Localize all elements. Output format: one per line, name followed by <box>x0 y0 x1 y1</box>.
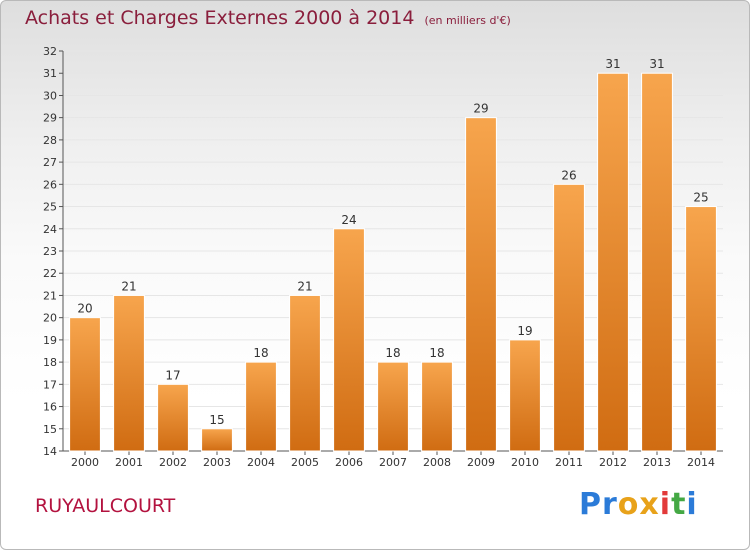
logo-part: i <box>686 487 698 522</box>
y-tick-label: 25 <box>43 201 57 214</box>
bar-2014 <box>685 206 717 452</box>
x-tick-label: 2011 <box>555 456 583 469</box>
y-tick-label: 22 <box>43 267 57 280</box>
value-label-2014: 25 <box>693 191 708 205</box>
y-tick-label: 23 <box>43 245 57 258</box>
x-tick-label: 2013 <box>643 456 671 469</box>
y-tick-label: 18 <box>43 356 57 369</box>
bar-2002 <box>157 383 189 452</box>
value-label-2002: 17 <box>165 368 180 382</box>
value-label-2013: 31 <box>649 57 664 71</box>
logo-part: o <box>617 487 640 522</box>
x-tick-label: 2001 <box>115 456 143 469</box>
logo-part: i <box>659 487 672 522</box>
bar-2000 <box>69 317 101 452</box>
bar-2005 <box>289 294 321 452</box>
x-tick-label: 2008 <box>423 456 451 469</box>
city-name: RUYAULCOURT <box>35 495 176 517</box>
x-tick-label: 2000 <box>71 456 99 469</box>
logo-part: x <box>639 487 660 522</box>
chart-title-text: Achats et Charges Externes 2000 à 2014 <box>25 7 415 29</box>
value-label-2012: 31 <box>605 57 620 71</box>
logo-part: t <box>671 487 687 522</box>
x-tick-label: 2004 <box>247 456 275 469</box>
x-tick-label: 2006 <box>335 456 363 469</box>
bar-2011 <box>553 183 585 452</box>
y-tick-label: 28 <box>43 134 57 147</box>
bar-2004 <box>245 361 277 452</box>
x-tick-label: 2010 <box>511 456 539 469</box>
x-tick-label: 2012 <box>599 456 627 469</box>
value-label-2010: 19 <box>517 324 532 338</box>
bars <box>69 72 717 452</box>
x-tick-label: 2009 <box>467 456 495 469</box>
y-tick-label: 15 <box>43 423 57 436</box>
proxiti-logo: Proxiti <box>579 487 698 522</box>
bar-2010 <box>509 339 541 452</box>
y-tick-label: 26 <box>43 178 57 191</box>
bar-2012 <box>597 72 629 452</box>
y-tick-label: 17 <box>43 378 57 391</box>
x-tick-label: 2005 <box>291 456 319 469</box>
y-tick-label: 32 <box>43 45 57 58</box>
y-tick-label: 29 <box>43 112 57 125</box>
value-label-2006: 24 <box>341 213 356 227</box>
bar-2013 <box>641 72 673 452</box>
value-label-2004: 18 <box>253 346 268 360</box>
y-tick-label: 14 <box>43 445 57 458</box>
value-label-2008: 18 <box>429 346 444 360</box>
value-label-2000: 20 <box>77 302 92 316</box>
x-tick-label: 2002 <box>159 456 187 469</box>
bar-2008 <box>421 361 453 452</box>
bar-2003 <box>201 428 233 452</box>
x-tick-label: 2007 <box>379 456 407 469</box>
x-tick-label: 2003 <box>203 456 231 469</box>
bar-2007 <box>377 361 409 452</box>
value-label-2009: 29 <box>473 102 488 116</box>
y-tick-label: 31 <box>43 67 57 80</box>
value-label-2001: 21 <box>121 279 136 293</box>
value-label-2011: 26 <box>561 168 576 182</box>
bar-2009 <box>465 117 497 452</box>
y-tick-label: 27 <box>43 156 57 169</box>
y-tick-label: 16 <box>43 401 57 414</box>
value-label-2005: 21 <box>297 279 312 293</box>
chart-title: Achats et Charges Externes 2000 à 2014 (e… <box>25 7 511 29</box>
y-tick-label: 30 <box>43 89 57 102</box>
labels: 14 15 16 17 18 19 20 21 22 23 24 25 26 27 28 29 30 31 32 20… <box>43 45 715 469</box>
chart-subtitle: (en milliers d'€) <box>424 14 511 27</box>
x-tick-label: 2014 <box>687 456 715 469</box>
bar-2001 <box>113 294 145 452</box>
value-label-2003: 15 <box>209 413 224 427</box>
y-tick-label: 24 <box>43 223 57 236</box>
y-tick-label: 21 <box>43 289 57 302</box>
y-tick-label: 19 <box>43 334 57 347</box>
bar-2006 <box>333 228 365 452</box>
logo-part: Pr <box>579 487 618 522</box>
value-label-2007: 18 <box>385 346 400 360</box>
y-tick-label: 20 <box>43 312 57 325</box>
